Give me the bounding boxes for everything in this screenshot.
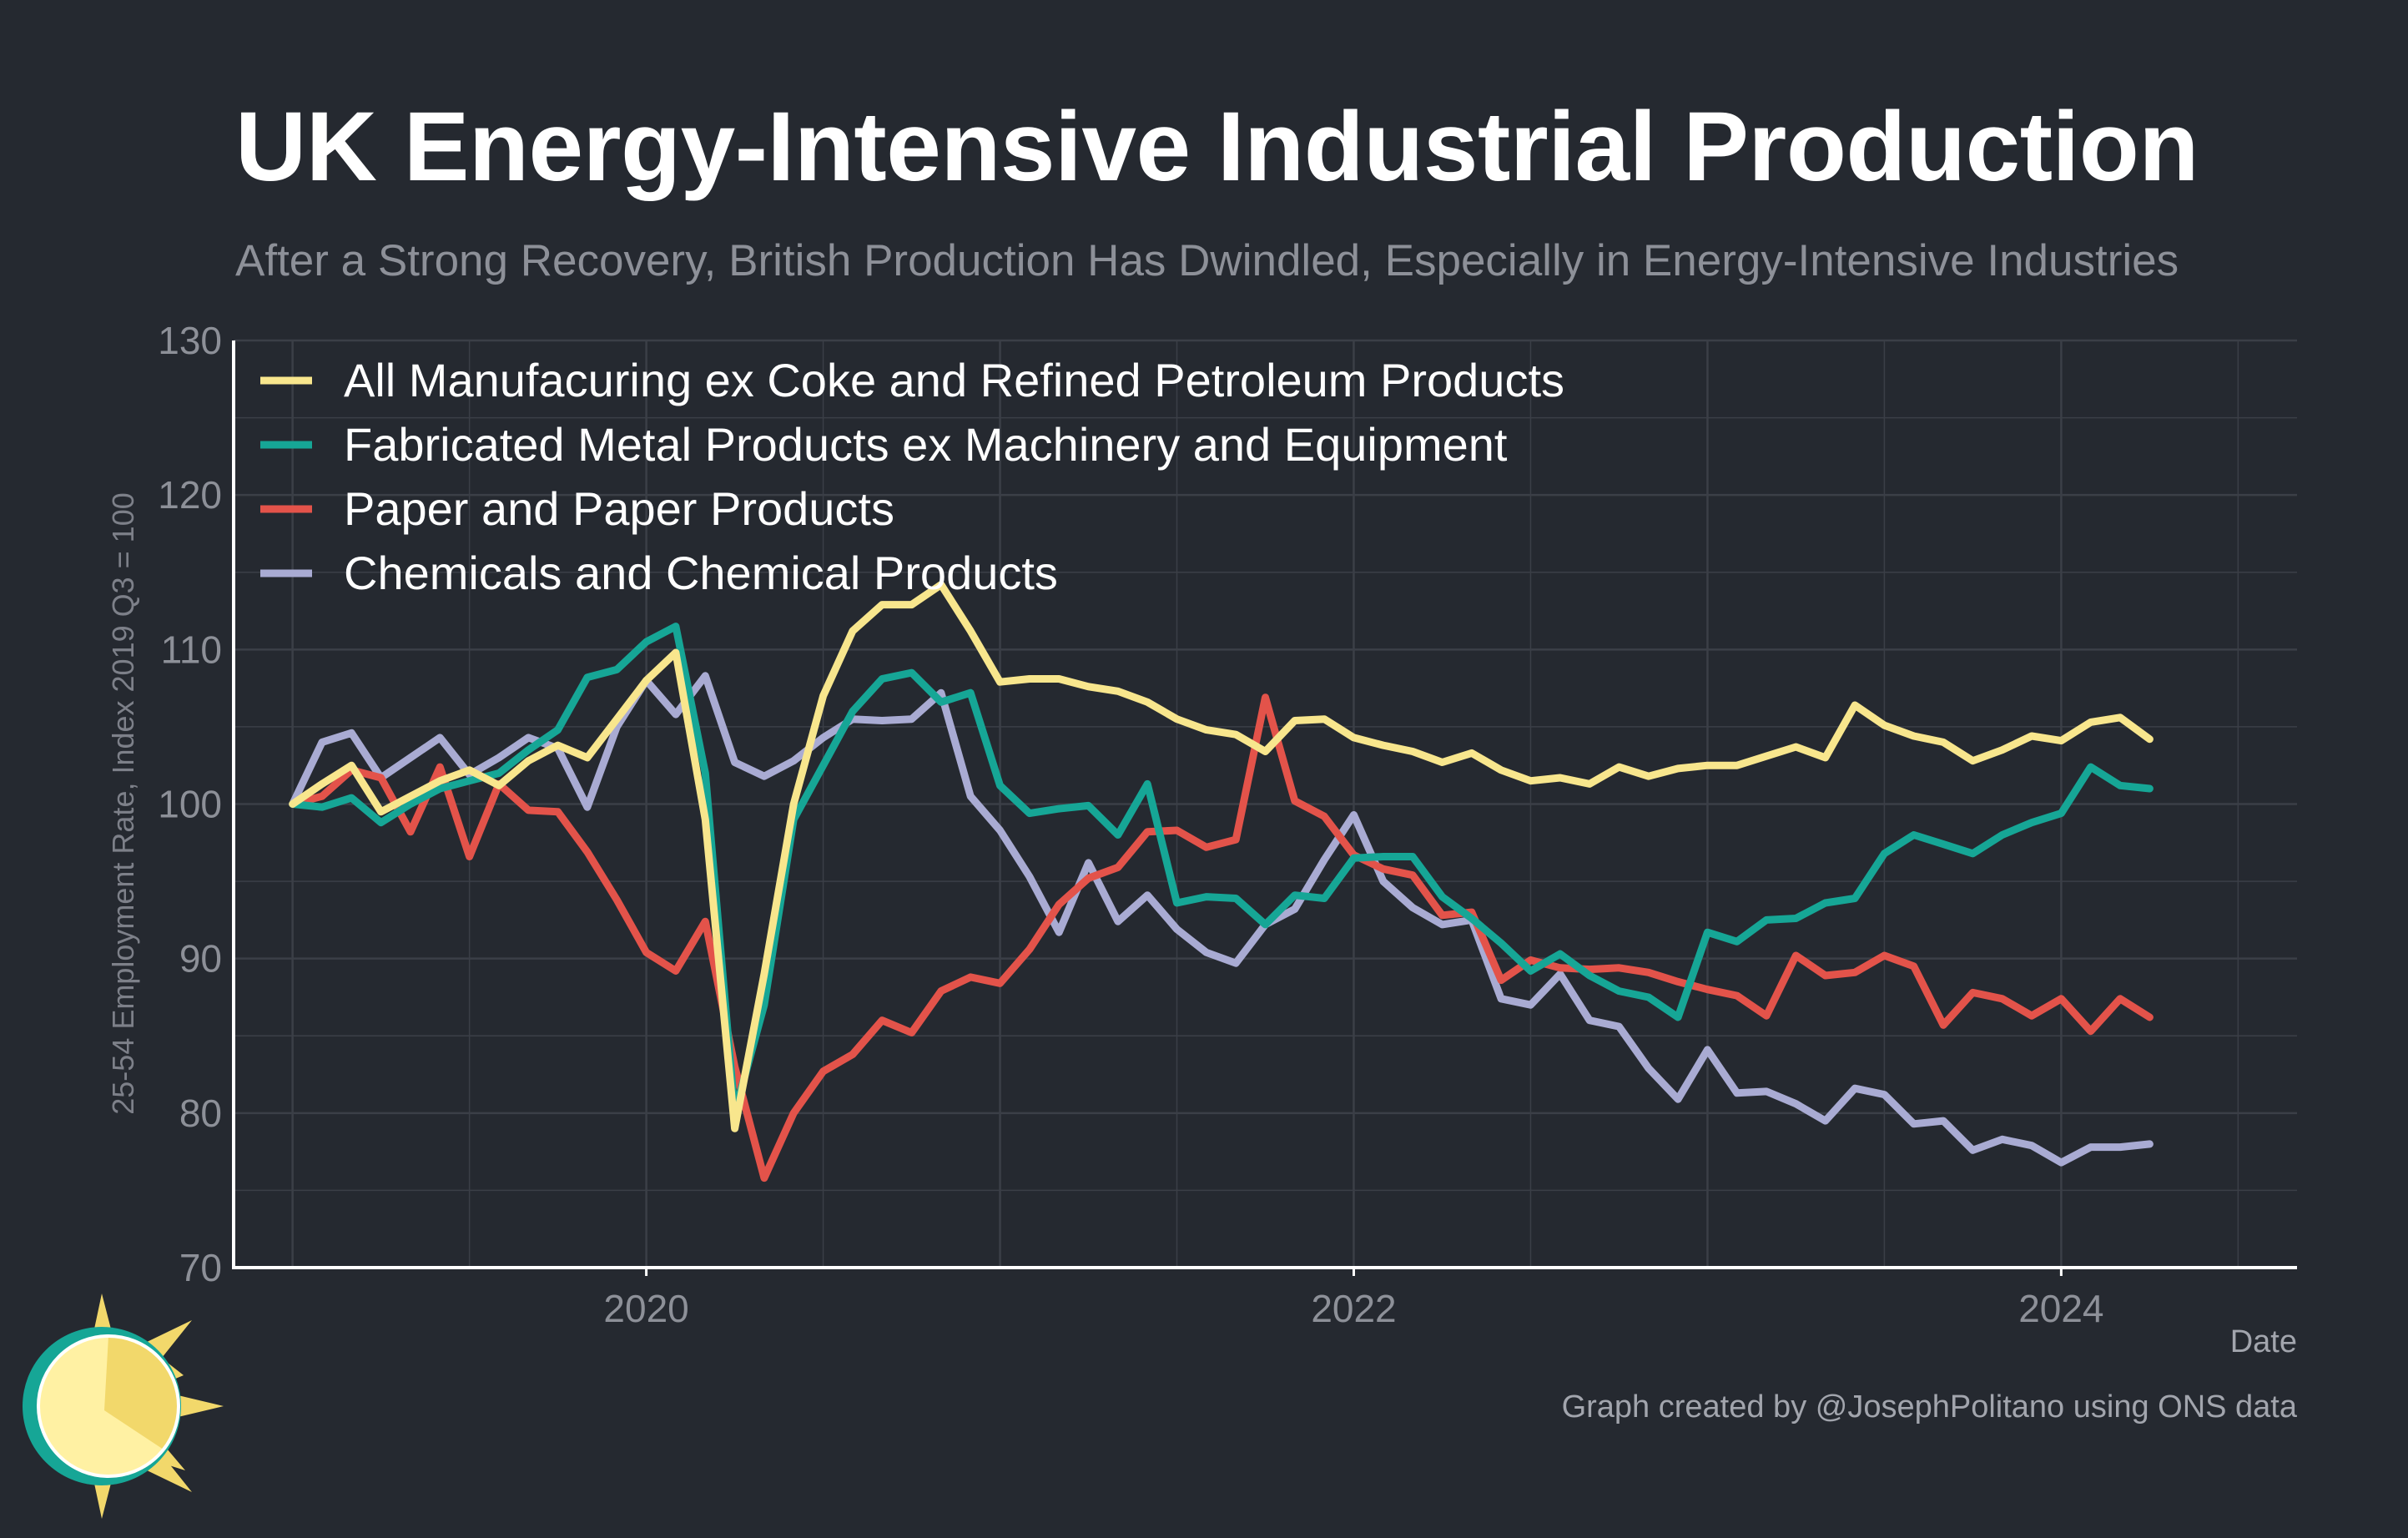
- legend-label: Fabricated Metal Products ex Machinery a…: [344, 418, 1508, 471]
- series-line: [289, 693, 2154, 1182]
- y-axis-label: 25-54 Employment Rate, Index 2019 Q3 = 1…: [106, 492, 140, 1114]
- chart-subtitle: After a Strong Recovery, British Product…: [235, 236, 2179, 285]
- legend-label: All Manufacuring ex Coke and Refined Pet…: [344, 354, 1564, 406]
- legend-label: Paper and Paper Products: [344, 482, 894, 535]
- y-tick-label: 100: [158, 783, 222, 826]
- series-lines: [289, 581, 2154, 1182]
- y-tick-labels: 70 80 90 100 110 120 130: [158, 319, 222, 1289]
- x-tick-labels: 2020 2022 2024: [603, 1268, 2104, 1330]
- series-line: [289, 581, 2154, 1132]
- source-credit: Graph created by @JosephPolitano using O…: [1561, 1389, 2297, 1425]
- x-tick-label: 2020: [603, 1287, 688, 1330]
- axes: [232, 340, 2297, 1269]
- chart-title: UK Energy-Intensive Industrial Productio…: [235, 92, 2199, 202]
- y-tick-label: 110: [161, 628, 222, 671]
- y-tick-label: 130: [158, 319, 222, 362]
- x-tick-label: 2022: [1311, 1287, 1396, 1330]
- series-line: [289, 672, 2154, 1167]
- legend: All Manufacuring ex Coke and Refined Pet…: [260, 354, 1564, 599]
- sun-logo-icon: [23, 1293, 224, 1519]
- gridlines: [234, 339, 2297, 1269]
- y-tick-label: 70: [179, 1246, 222, 1289]
- series-line: [289, 623, 2154, 1117]
- y-tick-label: 80: [179, 1092, 222, 1135]
- x-tick-label: 2024: [2018, 1287, 2103, 1330]
- y-tick-label: 120: [158, 473, 222, 517]
- legend-label: Chemicals and Chemical Products: [344, 547, 1058, 599]
- y-tick-label: 90: [179, 937, 222, 981]
- x-axis-label: Date: [2230, 1324, 2297, 1359]
